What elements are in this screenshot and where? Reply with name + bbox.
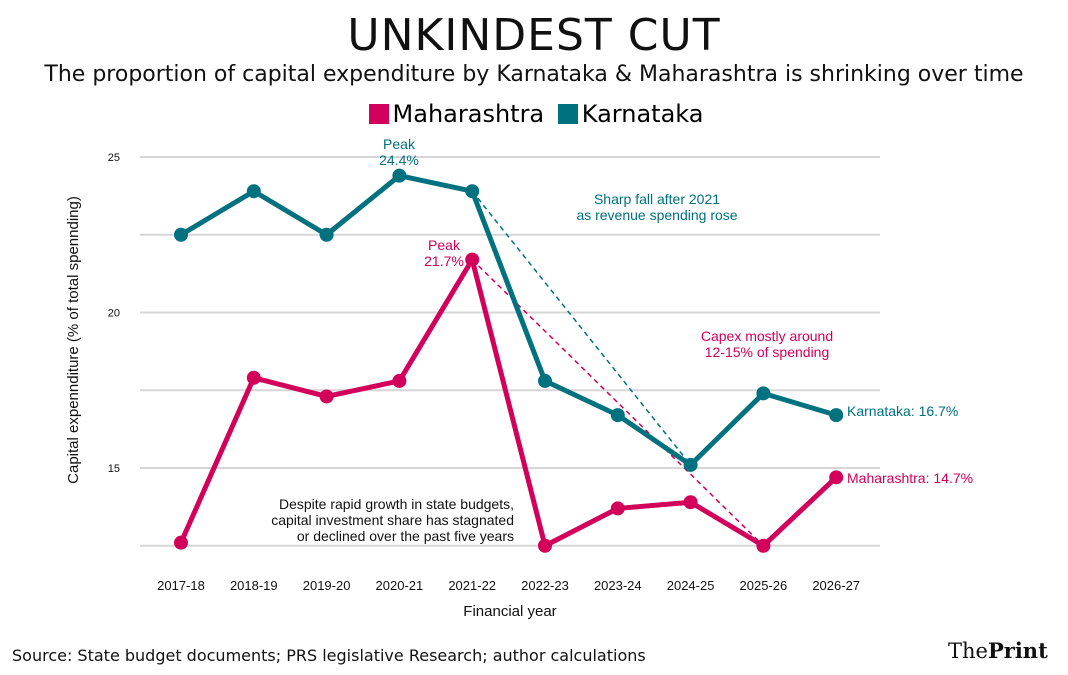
chart-title: UNKINDEST CUT [347,10,721,61]
legend-swatch-karnataka [557,104,578,124]
annotation-maharashtra-peak: 21.7% [424,253,464,269]
legend-label-maharashtra: Maharashtra [392,100,545,128]
data-point-karnataka [829,408,844,423]
x-axis-label: Financial year [463,603,556,620]
data-point-karnataka [319,227,334,242]
annotation-maharashtra-capex: Capex mostly around [701,328,833,344]
x-tick-label: 2018-19 [230,578,278,593]
data-point-karnataka [683,457,698,472]
annotation-note: capital investment share has stagnated [271,512,514,528]
data-point-karnataka [174,227,188,242]
trend-line-karnataka [471,190,692,466]
data-point-maharashtra [683,495,698,510]
data-point-maharashtra [465,252,480,267]
data-point-maharashtra [610,501,625,516]
x-tick-label: 2023-24 [594,578,642,593]
annotation-karnataka-peak: Peak [383,136,416,152]
data-point-maharashtra [392,373,407,388]
annotation-note: Despite rapid growth in state budgets, [279,496,514,512]
series-line-karnataka [179,173,837,468]
data-point-maharashtra [756,538,771,553]
x-tick-label: 2026-27 [812,578,860,593]
legend: Maharashtra Karnataka [0,100,1068,128]
x-tick-label: 2024-25 [667,578,715,593]
x-tick-label: 2021-22 [448,578,496,593]
data-point-karnataka [538,373,552,388]
data-point-maharashtra [246,370,261,385]
legend-label-karnataka: Karnataka [581,100,704,128]
data-point-karnataka [246,184,261,199]
data-point-karnataka [392,168,407,183]
data-point-maharashtra [174,535,188,550]
theprint-logo: ThePrint [948,638,1048,663]
y-tick-label: 25 [108,152,120,164]
annotation-note: or declined over the past five years [297,528,514,544]
y-tick-label: 20 [108,308,120,320]
data-point-maharashtra [319,389,334,404]
chart-subtitle: The proportion of capital expenditure by… [44,62,1024,87]
y-tick-label: 15 [108,463,120,475]
annotation-maharashtra-peak: Peak [428,237,461,253]
x-tick-label: 2017-18 [157,578,205,593]
end-label-maharashtra: Maharashtra: 14.7% [847,470,973,486]
data-point-maharashtra [538,538,552,553]
end-label-karnataka: Karnataka: 16.7% [847,403,958,419]
source-note: Source: State budget documents; PRS legi… [12,646,646,665]
series-line-maharashtra [178,257,838,549]
data-point-karnataka [756,386,771,401]
data-point-karnataka [610,408,625,423]
x-tick-label: 2019-20 [303,578,351,593]
data-point-maharashtra [829,470,844,485]
annotation-karnataka-fall: Sharp fall after 2021 [594,191,720,207]
x-tick-label: 2022-23 [521,578,569,593]
x-tick-label: 2020-21 [376,578,424,593]
x-tick-label: 2025-26 [740,578,788,593]
data-point-karnataka [465,184,480,199]
legend-swatch-maharashtra [368,104,389,124]
annotation-karnataka-fall: as revenue spending rose [576,207,737,223]
annotation-karnataka-peak: 24.4% [379,152,419,168]
annotation-maharashtra-capex: 12-15% of spending [705,344,830,360]
y-axis-label: Capital expennditure (% of total spenndi… [65,196,82,484]
